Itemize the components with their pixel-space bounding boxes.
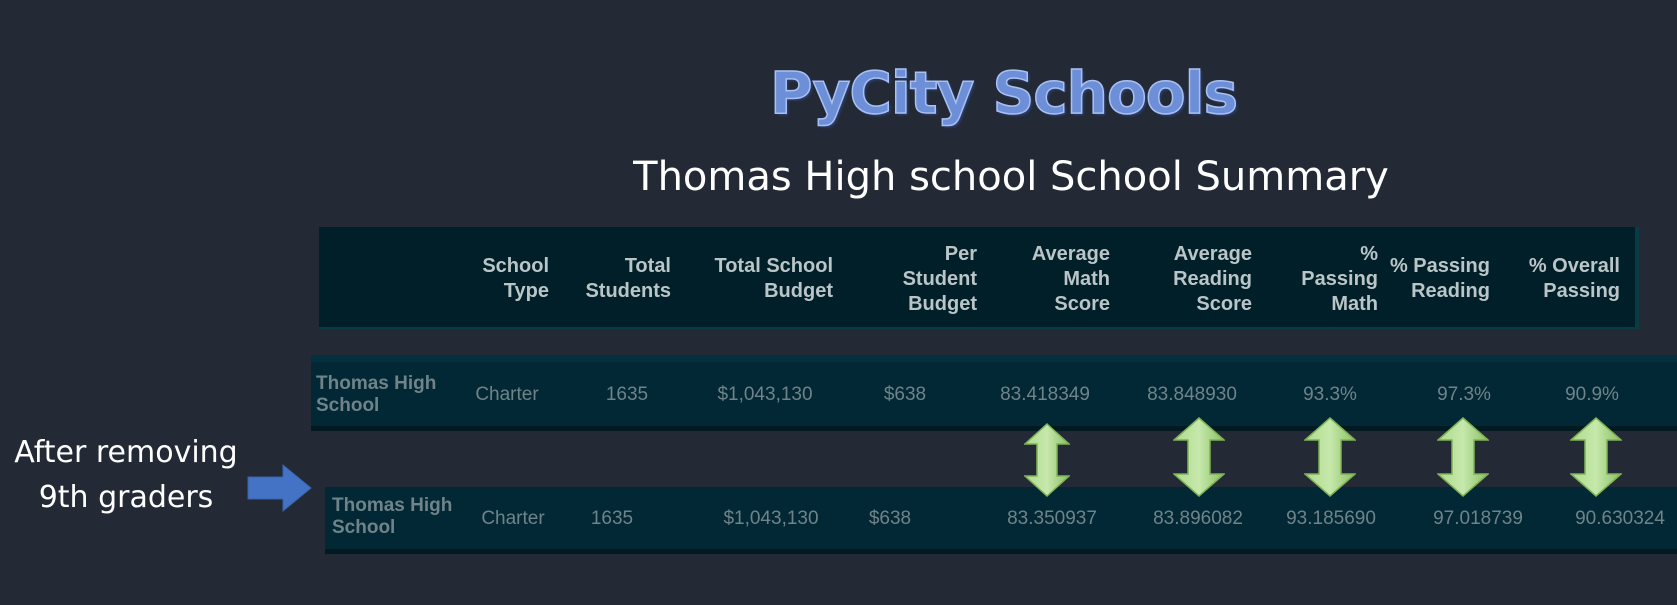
pct-overall-cell: 90.630324 — [1575, 508, 1665, 529]
header-pct-reading: % Passing Reading — [1389, 255, 1490, 302]
per-student-budget-cell: $638 — [868, 508, 912, 529]
pct-overall-cell: 90.9% — [1565, 384, 1619, 405]
header-total-students: Total Students — [585, 255, 671, 302]
total-students-cell: 1635 — [605, 384, 649, 405]
per-student-budget-cell: $638 — [883, 384, 927, 405]
header-avg-math: Average Math Score — [1031, 242, 1110, 315]
header-avg-reading: Average Reading Score — [1173, 242, 1252, 315]
annotation-line-2: 9th graders — [38, 480, 214, 515]
double-arrow-icon — [1024, 423, 1070, 497]
annotation-label: After removing 9th graders — [0, 430, 252, 520]
table-row: Thomas High School Charter 1635 $1,043,1… — [311, 355, 1677, 431]
total-students-cell: 1635 — [590, 508, 634, 529]
header-pct-overall: % Overall Passing — [1528, 255, 1620, 302]
total-budget-cell: $1,043,130 — [717, 384, 813, 405]
school-type-cell: Charter — [481, 508, 545, 529]
pct-reading-cell: 97.3% — [1437, 384, 1491, 405]
double-arrow-icon — [1173, 417, 1225, 497]
header-total-budget: Total School Budget — [714, 255, 833, 302]
school-type-cell: Charter — [475, 384, 539, 405]
annotation-line-1: After removing — [14, 435, 238, 470]
school-name: Thomas High School — [332, 495, 453, 538]
avg-math-cell: 83.350937 — [1007, 508, 1097, 529]
page-subtitle: Thomas High school School Summary — [633, 154, 1389, 200]
pct-math-cell: 93.3% — [1303, 384, 1357, 405]
table-row: Thomas High School Charter 1635 $1,043,1… — [325, 487, 1677, 554]
double-arrow-icon — [1437, 417, 1489, 497]
header-per-student-budget: Per Student Budget — [902, 242, 977, 315]
page-title: PyCity Schools — [769, 58, 1239, 128]
header-school-type: School Type — [482, 255, 549, 302]
double-arrow-icon — [1570, 417, 1622, 497]
total-budget-cell: $1,043,130 — [723, 508, 819, 529]
pct-reading-cell: 97.018739 — [1433, 508, 1523, 529]
arrow-right-icon — [247, 463, 312, 513]
avg-math-cell: 83.418349 — [1000, 384, 1090, 405]
pct-math-cell: 93.185690 — [1286, 508, 1376, 529]
avg-reading-cell: 83.896082 — [1153, 508, 1243, 529]
table-header: School Type Total Students Total School Bud… — [319, 227, 1639, 329]
header-pct-math: % Passing Math — [1301, 242, 1378, 315]
double-arrow-icon — [1304, 417, 1356, 497]
avg-reading-cell: 83.848930 — [1147, 384, 1237, 405]
school-name: Thomas High School — [316, 373, 437, 416]
